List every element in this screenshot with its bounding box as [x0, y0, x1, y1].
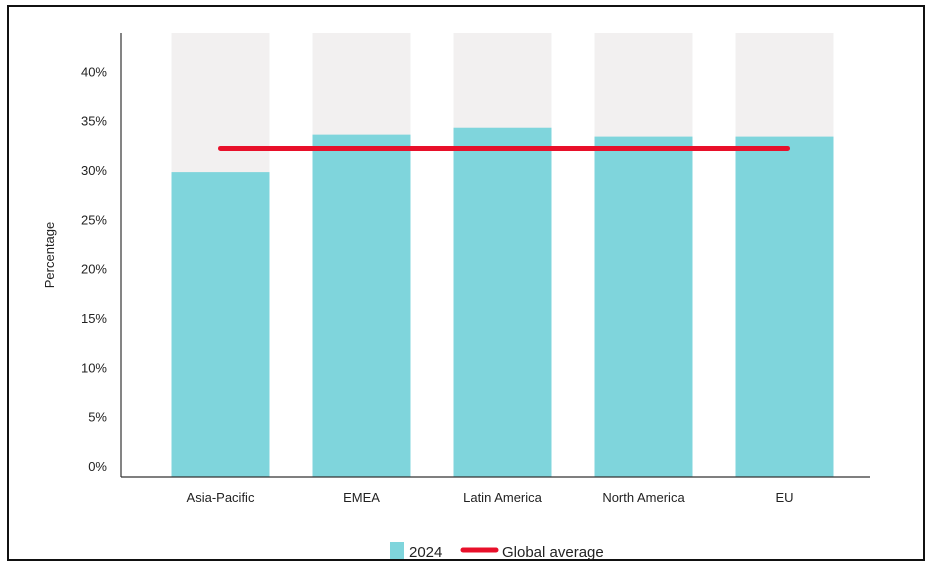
legend-swatch-2024: [390, 542, 404, 559]
y-tick-label: 25%: [81, 212, 107, 227]
x-tick-label: EU: [775, 490, 793, 505]
legend: 2024 Global average: [390, 542, 604, 561]
y-tick-label: 5%: [88, 410, 107, 425]
bar-emea: [312, 134, 411, 478]
legend-label-2024: 2024: [409, 544, 442, 561]
axes: [120, 33, 870, 478]
legend-label-global-average: Global average: [502, 544, 604, 561]
x-tick-label: Asia-Pacific: [187, 490, 255, 505]
y-tick-label: 0%: [88, 459, 107, 474]
x-tick-label: Latin America: [463, 490, 543, 505]
y-tick-label: 40%: [81, 64, 107, 79]
x-tick-label: EMEA: [343, 490, 380, 505]
data-bars: [171, 127, 834, 478]
y-tick-labels: 0% 5% 10% 15% 20% 25% 30% 35% 40%: [81, 64, 107, 474]
y-tick-label: 10%: [81, 360, 107, 375]
y-tick-label: 35%: [81, 114, 107, 129]
bar-asia-pacific: [171, 172, 270, 477]
y-tick-label: 20%: [81, 262, 107, 277]
x-tick-label: North America: [602, 490, 685, 505]
y-tick-label: 15%: [81, 311, 107, 326]
bar-eu: [735, 136, 834, 477]
bar-north-america: [594, 136, 693, 477]
x-tick-labels: Asia-Pacific EMEA Latin America North Ameri…: [187, 490, 794, 505]
bar-latin-america: [453, 127, 552, 477]
y-axis-label: Percentage: [42, 222, 57, 289]
y-tick-label: 30%: [81, 163, 107, 178]
